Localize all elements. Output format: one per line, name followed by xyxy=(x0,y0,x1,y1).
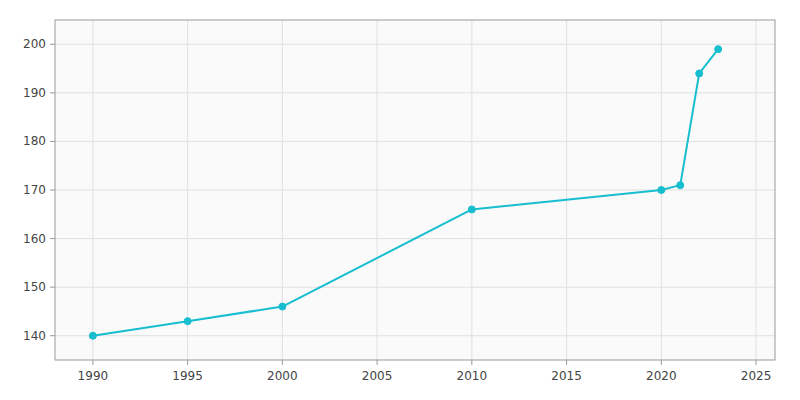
plot-background xyxy=(55,20,775,360)
x-tick xyxy=(282,360,283,365)
x-tick-label: 2015 xyxy=(551,369,582,383)
point xyxy=(279,303,286,310)
grid xyxy=(55,20,775,360)
x-tick xyxy=(756,360,757,365)
y-tick xyxy=(50,335,55,336)
y-tick-label: 140 xyxy=(23,329,46,343)
x-tick-label: 2000 xyxy=(267,369,298,383)
grid-line-y xyxy=(55,141,775,142)
y-tick-label: 170 xyxy=(23,183,46,197)
x-tick xyxy=(661,360,662,365)
x-tick-label: 1995 xyxy=(172,369,203,383)
x-tick-label: 2005 xyxy=(362,369,393,383)
y-tick-label: 200 xyxy=(23,37,46,51)
grid-line-y xyxy=(55,44,775,45)
x-tick xyxy=(377,360,378,365)
point xyxy=(468,206,475,213)
y-tick xyxy=(50,92,55,93)
x-tick-label: 2010 xyxy=(457,369,488,383)
x-tick xyxy=(471,360,472,365)
grid-line-y xyxy=(55,190,775,191)
grid-line-y xyxy=(55,335,775,336)
marks xyxy=(89,46,721,340)
x-tick-label: 2020 xyxy=(646,369,677,383)
x-tick xyxy=(566,360,567,365)
y-tick-label: 180 xyxy=(23,134,46,148)
y-tick xyxy=(50,287,55,288)
y-tick-label: 190 xyxy=(23,86,46,100)
point xyxy=(715,46,722,53)
line xyxy=(93,49,718,336)
x-tick-label: 1990 xyxy=(78,369,109,383)
x-tick xyxy=(92,360,93,365)
y-tick xyxy=(50,238,55,239)
point xyxy=(89,332,96,339)
plot-frame xyxy=(55,20,775,360)
grid-line-y xyxy=(55,287,775,288)
chart-container: 1990 1995 2000 2005 2010 2015 2020 2025 140 150 16… xyxy=(0,0,800,400)
x-tick xyxy=(187,360,188,365)
point xyxy=(184,318,191,325)
y-tick xyxy=(50,141,55,142)
y-tick-label: 160 xyxy=(23,232,46,246)
y-tick xyxy=(50,190,55,191)
chart-svg: 1990 1995 2000 2005 2010 2015 2020 2025 140 150 16… xyxy=(0,0,800,400)
x-tick-label: 2025 xyxy=(741,369,772,383)
axes: 1990 1995 2000 2005 2010 2015 2020 2025 140 150 16… xyxy=(23,37,771,383)
point xyxy=(696,70,703,77)
y-tick-label: 150 xyxy=(23,280,46,294)
grid-line-y xyxy=(55,92,775,93)
y-tick xyxy=(50,44,55,45)
point xyxy=(658,187,665,194)
point xyxy=(677,182,684,189)
